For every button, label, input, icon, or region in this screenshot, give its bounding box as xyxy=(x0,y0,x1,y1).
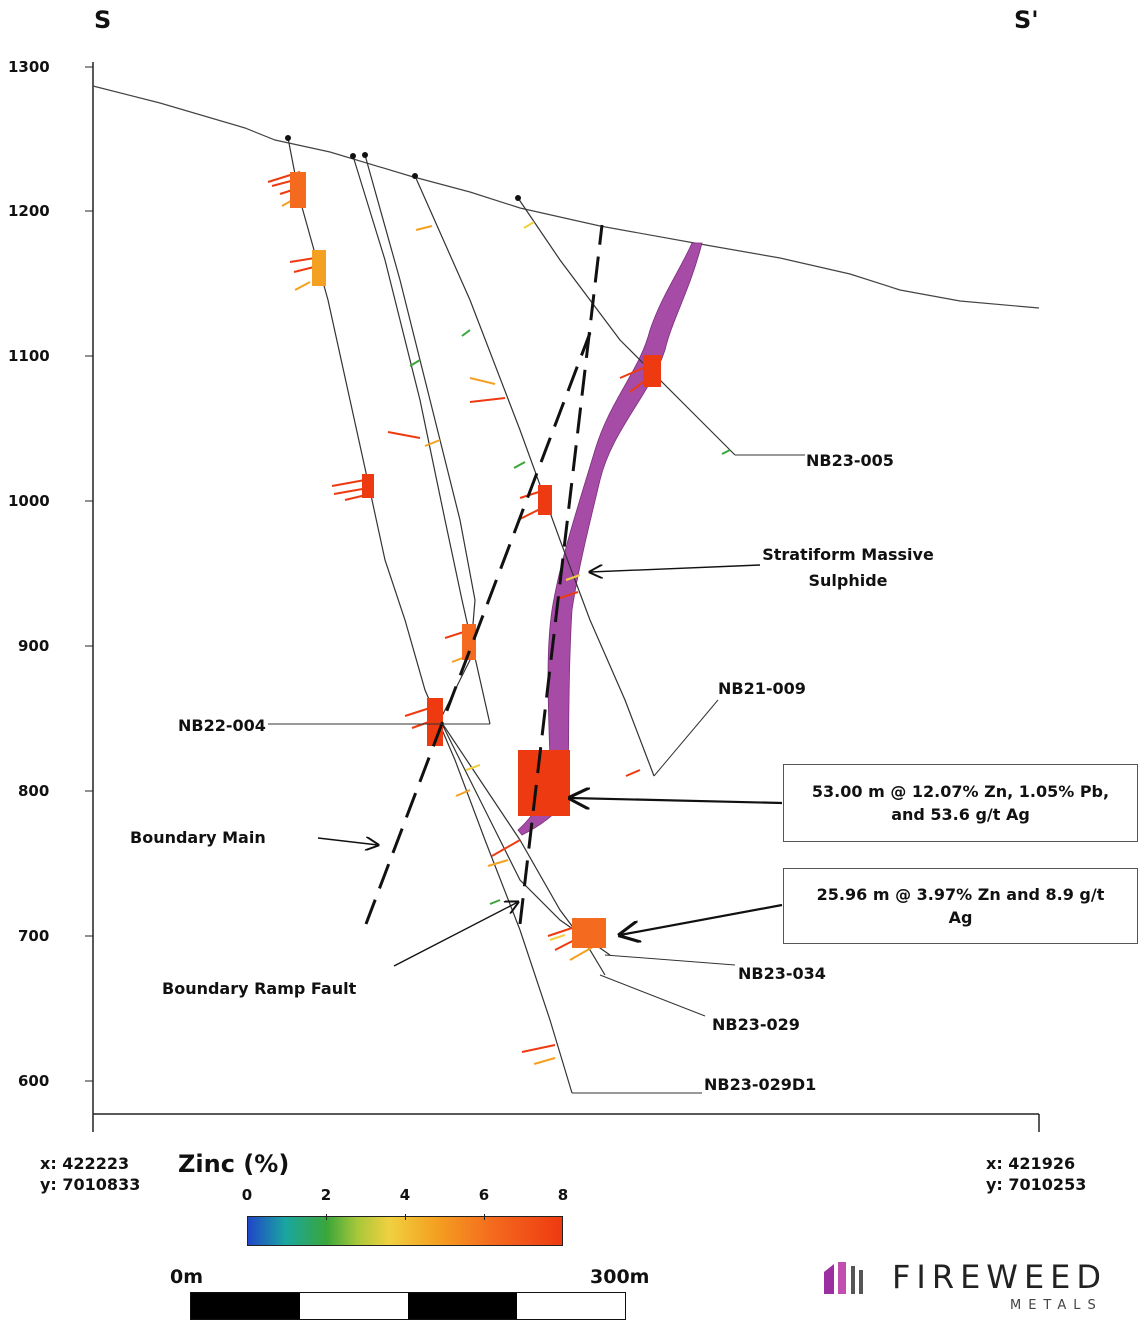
coord-right-x: x: 421926 xyxy=(986,1154,1076,1173)
zinc-tick-label: 0 xyxy=(241,1186,253,1204)
boundary-ramp-fault-label: Boundary Ramp Fault xyxy=(162,979,357,998)
callout-1-line-2: and 53.6 g/t Ag xyxy=(891,805,1030,824)
callout-2-line-2: Ag xyxy=(948,908,973,927)
coord-left-x: x: 422223 xyxy=(40,1154,130,1173)
drillhole-collars xyxy=(285,135,521,201)
massive-sulphide-label-2: Sulphide xyxy=(808,571,887,590)
fireweed-logo: FIREWEED METALS xyxy=(820,1258,1120,1318)
drillhole-label-nb23-029d1: NB23-029D1 xyxy=(704,1075,816,1094)
drillhole-label-nb22-004: NB22-004 xyxy=(178,716,266,735)
tick-label: 1000 xyxy=(8,492,50,510)
callout-1-line-1: 53.00 m @ 12.07% Zn, 1.05% Pb, xyxy=(811,781,1110,801)
callout-2-line-1: 25.96 m @ 3.97% Zn and 8.9 g/t xyxy=(816,884,1105,904)
elevation-ticks: 1300 1200 1100 1000 900 800 700 600 xyxy=(8,58,93,1090)
section-label-end: S' xyxy=(1014,6,1039,34)
tick-label: 1100 xyxy=(8,347,50,365)
coordinates-left: x: 422223 y: 7010833 xyxy=(40,1154,140,1196)
fault-boundary-main xyxy=(364,332,592,925)
zinc-tick-label: 8 xyxy=(557,1186,569,1204)
topography-line xyxy=(92,85,1040,309)
scale-bar xyxy=(190,1292,626,1320)
tick-label: 800 xyxy=(18,782,49,800)
fireweed-logo-icon xyxy=(824,1262,863,1294)
intercept-callout-1: 53.00 m @ 12.07% Zn, 1.05% Pb, and 53.6 … xyxy=(783,764,1138,842)
logo-subtext: METALS xyxy=(1010,1298,1103,1313)
intercept-callout-2: 25.96 m @ 3.97% Zn and 8.9 g/t Ag xyxy=(783,868,1138,944)
tick-label: 900 xyxy=(18,637,49,655)
cross-section-diagram: S S' 1300 1200 1100 1000 900 800 700 600 xyxy=(8,6,1040,1132)
annotation-arrows xyxy=(317,564,783,967)
scale-start-label: 0m xyxy=(170,1266,204,1288)
logo-wordmark: FIREWEED xyxy=(892,1258,1108,1296)
tick-label: 700 xyxy=(18,927,49,945)
tick-label: 1200 xyxy=(8,202,50,220)
drillhole-label-nb23-005: NB23-005 xyxy=(806,451,894,470)
massive-sulphide-body xyxy=(517,242,703,836)
zinc-tick-label: 6 xyxy=(478,1186,490,1204)
zinc-assay-intercepts xyxy=(267,171,731,1065)
zinc-tick-label: 2 xyxy=(320,1186,332,1204)
label-leaders xyxy=(268,454,805,1094)
coord-right-y: y: 7010253 xyxy=(986,1174,1087,1194)
drillhole-label-nb23-029: NB23-029 xyxy=(712,1015,800,1034)
coord-left-y: y: 7010833 xyxy=(40,1174,141,1194)
zinc-color-scale xyxy=(247,1216,563,1246)
drillhole-label-nb23-034: NB23-034 xyxy=(738,964,826,983)
massive-sulphide-label-1: Stratiform Massive xyxy=(762,545,934,564)
coordinates-right: x: 421926 y: 7010253 xyxy=(986,1154,1086,1196)
drillhole-traces xyxy=(287,137,736,1094)
boundary-main-label: Boundary Main xyxy=(130,828,266,847)
section-label-start: S xyxy=(94,6,111,34)
zinc-legend-title: Zinc (%) xyxy=(178,1150,290,1178)
tick-label: 1300 xyxy=(8,58,50,76)
tick-label: 600 xyxy=(18,1072,49,1090)
drillhole-label-nb21-009: NB21-009 xyxy=(718,679,806,698)
scale-end-label: 300m xyxy=(590,1266,650,1288)
zinc-tick-label: 4 xyxy=(399,1186,411,1204)
fault-boundary-ramp xyxy=(518,224,604,925)
